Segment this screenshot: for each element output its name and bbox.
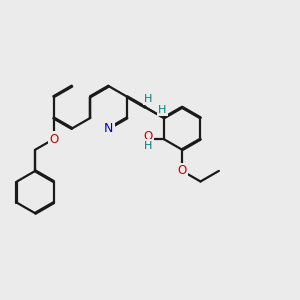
Text: N: N: [104, 122, 113, 135]
Text: O: O: [143, 130, 152, 143]
Text: H: H: [158, 105, 166, 115]
Text: O: O: [49, 133, 58, 146]
Text: O: O: [178, 164, 187, 177]
Text: H: H: [144, 94, 152, 104]
Text: H: H: [144, 141, 152, 151]
